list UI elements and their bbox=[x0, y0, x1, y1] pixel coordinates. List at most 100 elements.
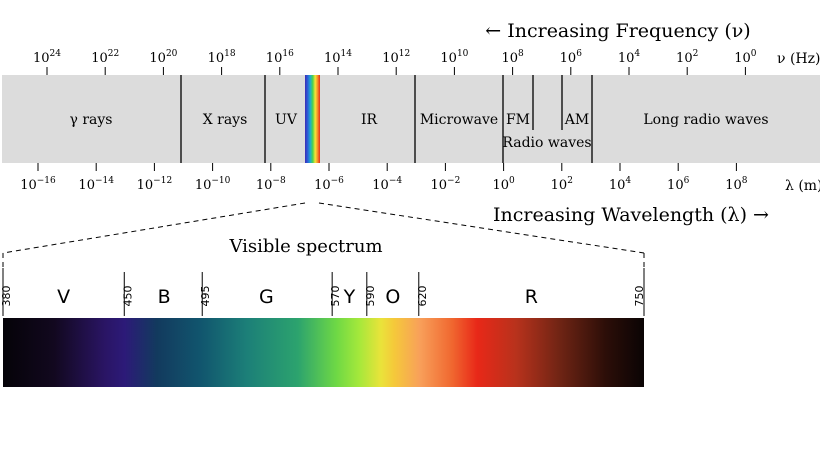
wavelength-tick-base: 10 bbox=[314, 178, 331, 193]
wavelength-tick-exponent: −10 bbox=[211, 176, 230, 186]
frequency-tick-exponent: 16 bbox=[282, 49, 294, 59]
wavelength-tick-base: 10 bbox=[725, 178, 742, 193]
nm-label: 750 bbox=[633, 286, 646, 307]
frequency-tick-exponent: 6 bbox=[576, 49, 582, 59]
frequency-tick-base: 10 bbox=[676, 51, 693, 66]
wavelength-tick-exponent: 8 bbox=[742, 176, 748, 186]
frequency-tick-label: 104 bbox=[618, 49, 641, 66]
frequency-tick-base: 10 bbox=[33, 51, 50, 66]
frequency-tick-base: 10 bbox=[324, 51, 341, 66]
frequency-tick-exponent: 12 bbox=[399, 49, 410, 59]
zoom-lines bbox=[2, 202, 645, 268]
wavelength-tick-label: 102 bbox=[551, 176, 573, 193]
zoom-line-left bbox=[2, 202, 306, 254]
frequency-tick-exponent: 24 bbox=[50, 49, 62, 59]
frequency-tick-exponent: 2 bbox=[693, 49, 699, 59]
frequency-tick-base: 10 bbox=[208, 51, 225, 66]
zoom-line-right bbox=[318, 202, 645, 254]
band-gamma-label: γ rays bbox=[70, 112, 113, 128]
frequency-tick-label: 106 bbox=[560, 49, 583, 66]
band-am-label: AM bbox=[564, 112, 589, 128]
frequency-tick-exponent: 8 bbox=[518, 49, 524, 59]
band-long-radio-label: Long radio waves bbox=[643, 112, 768, 128]
band-uv-label: UV bbox=[275, 112, 298, 128]
wavelength-tick-label: 10−6 bbox=[314, 176, 344, 193]
visible-spectrum-bar bbox=[3, 318, 644, 387]
frequency-tick-exponent: 18 bbox=[224, 49, 236, 59]
wavelength-tick-exponent: 6 bbox=[684, 176, 690, 186]
wavelength-tick-label: 10−16 bbox=[20, 176, 56, 193]
color-letter: Y bbox=[343, 286, 356, 308]
frequency-unit-label: ν (Hz) bbox=[777, 51, 820, 67]
frequency-tick-base: 10 bbox=[560, 51, 577, 66]
wavelength-tick-exponent: 4 bbox=[625, 176, 631, 186]
frequency-heading: ← Increasing Frequency (ν) bbox=[485, 20, 750, 42]
nm-label: 590 bbox=[364, 286, 377, 307]
band-dividers bbox=[180, 75, 593, 163]
frequency-tick-label: 1020 bbox=[149, 49, 177, 66]
band-radio-label: Radio waves bbox=[502, 135, 591, 151]
wavelength-axis: 10−16 10−14 10−12 10−10 10−8 10−6 10−4 10−2 100 1… bbox=[20, 163, 748, 193]
frequency-axis: 1024 1022 1020 1018 1016 1014 1012 1010 108 106 10… bbox=[33, 49, 757, 75]
frequency-tick-label: 1014 bbox=[324, 49, 352, 66]
wavelength-tick-base: 10 bbox=[667, 178, 684, 193]
wavelength-tick-label: 10−14 bbox=[78, 176, 114, 193]
frequency-tick-label: 1010 bbox=[440, 49, 468, 66]
wavelength-tick-label: 10−12 bbox=[137, 176, 173, 193]
frequency-tick-base: 10 bbox=[618, 51, 635, 66]
frequency-tick-label: 108 bbox=[501, 49, 524, 66]
wavelength-tick-exponent: −14 bbox=[95, 176, 114, 186]
nm-label: 570 bbox=[329, 286, 342, 307]
wavelength-tick-label: 10−2 bbox=[430, 176, 460, 193]
wavelength-tick-exponent: −12 bbox=[153, 176, 172, 186]
frequency-tick-base: 10 bbox=[382, 51, 399, 66]
nm-label: 495 bbox=[199, 286, 212, 307]
wavelength-tick-base: 10 bbox=[78, 178, 95, 193]
wavelength-tick-label: 108 bbox=[725, 176, 748, 193]
frequency-tick-label: 1022 bbox=[91, 49, 119, 66]
wavelength-tick-base: 10 bbox=[492, 178, 509, 193]
wavelength-tick-base: 10 bbox=[372, 178, 389, 193]
wavelength-tick-label: 10−4 bbox=[372, 176, 402, 193]
frequency-tick-base: 10 bbox=[91, 51, 108, 66]
wavelength-tick-base: 10 bbox=[551, 178, 568, 193]
wavelength-tick-base: 10 bbox=[256, 178, 273, 193]
spectrum-band-background bbox=[2, 75, 820, 163]
frequency-tick-base: 10 bbox=[440, 51, 457, 66]
frequency-tick-label: 1016 bbox=[266, 49, 294, 66]
wavelength-tick-base: 10 bbox=[195, 178, 212, 193]
frequency-tick-label: 1012 bbox=[382, 49, 410, 66]
band-fm-label: FM bbox=[506, 112, 530, 128]
nm-label: 620 bbox=[416, 286, 429, 307]
wavelength-tick-base: 10 bbox=[20, 178, 37, 193]
frequency-tick-exponent: 20 bbox=[166, 49, 178, 59]
band-ir-label: IR bbox=[361, 112, 378, 128]
band-xray-label: X rays bbox=[203, 112, 248, 128]
wavelength-tick-exponent: −8 bbox=[272, 176, 286, 186]
band-microwave-label: Microwave bbox=[420, 112, 498, 128]
frequency-tick-exponent: 22 bbox=[108, 49, 119, 59]
color-letter: V bbox=[57, 286, 70, 308]
frequency-tick-exponent: 10 bbox=[457, 49, 469, 59]
wavelength-tick-base: 10 bbox=[609, 178, 626, 193]
frequency-tick-label: 1024 bbox=[33, 49, 61, 66]
wavelength-tick-exponent: −16 bbox=[37, 176, 56, 186]
frequency-tick-label: 100 bbox=[734, 49, 757, 66]
color-letter: G bbox=[259, 286, 274, 308]
wavelength-tick-exponent: −6 bbox=[331, 176, 345, 186]
frequency-tick-base: 10 bbox=[501, 51, 518, 66]
frequency-tick-label: 1018 bbox=[208, 49, 236, 66]
nm-label: 450 bbox=[121, 286, 134, 307]
wavelength-tick-base: 10 bbox=[137, 178, 154, 193]
frequency-tick-base: 10 bbox=[149, 51, 166, 66]
wavelength-unit-label: λ (m) bbox=[785, 178, 820, 194]
wavelength-tick-exponent: −2 bbox=[447, 176, 460, 186]
visible-light-strip bbox=[305, 75, 320, 163]
color-letter: R bbox=[525, 286, 538, 308]
frequency-tick-label: 102 bbox=[676, 49, 698, 66]
wavelength-tick-label: 104 bbox=[609, 176, 632, 193]
frequency-tick-exponent: 4 bbox=[634, 49, 640, 59]
wavelength-tick-label: 106 bbox=[667, 176, 690, 193]
color-letter: O bbox=[385, 286, 400, 308]
